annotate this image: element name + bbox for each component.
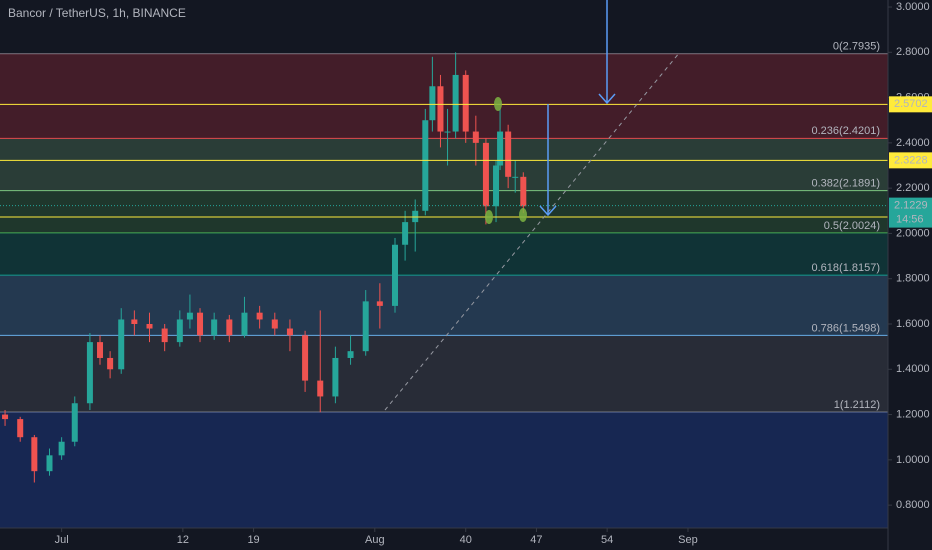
y-tick-label: 1.0000 [896,454,930,466]
candle-body [402,222,409,245]
candle-body [347,351,354,358]
fib-label: 0.786(1.5498) [812,322,881,334]
y-tick-label: 0.8000 [896,499,930,511]
x-tick-label: 54 [601,534,613,546]
candle-body [176,319,183,343]
candle-body [452,74,459,132]
candle-body [97,342,104,358]
candle-body [482,142,489,207]
fib-band [0,138,888,191]
x-tick-label: Jul [55,534,69,546]
candle-body [317,380,324,397]
candle-body [17,419,24,438]
candle-body [505,131,512,177]
y-tick-label: 1.6000 [896,318,930,330]
candle-body [71,403,78,442]
fib-band [0,53,888,139]
fib-label: 0(2.7935) [833,41,880,53]
drawings [384,0,681,411]
candle-body [186,312,193,320]
fib-label: 1(1.2112) [834,399,880,411]
y-tick-label: 2.8000 [896,46,930,58]
fib-label: 0.618(1.8157) [812,262,881,274]
marker [519,208,527,222]
candle-body [429,86,436,121]
candle-body [131,319,138,324]
price-label: 2.5702 [894,98,928,110]
time-axis [0,528,888,550]
fib-bands: 0(2.7935) 0.236(2.4201) 0.382(2.1891) 0.5(2… [0,41,888,528]
fib-band [0,275,888,336]
x-tick-label: 40 [460,534,472,546]
chart-title: Bancor / TetherUS, 1h, BINANCE [8,6,186,20]
x-tick-label: Aug [365,534,385,546]
candle-body [497,131,504,166]
fib-label: 0.236(2.4201) [812,125,881,137]
fib-band [0,412,888,528]
price-label: 2.3228 [894,154,928,166]
y-tick-label: 2.2000 [896,182,930,194]
marker [485,210,493,224]
fib-label: 0.5(2.0024) [824,220,880,232]
candle-body [146,324,153,329]
candle-body [197,312,204,336]
candle-body [332,357,339,397]
candle-body [362,301,369,352]
candle-body [271,319,278,329]
y-tick-label: 2.4000 [896,137,930,149]
x-tick-label: 19 [247,534,259,546]
marker [494,97,502,111]
candle-body [161,328,168,343]
y-tick-label: 1.2000 [896,408,930,420]
candle-body [437,86,444,132]
price-label-bg [889,197,932,228]
candle-body [241,312,248,336]
candle-body [302,335,309,381]
price-axis [888,0,932,550]
fib-band [0,190,888,233]
candle-body [107,357,114,370]
arrow-head [598,93,616,105]
y-tick-label: 1.4000 [896,363,930,375]
candle-body [412,210,419,223]
y-tick-label: 3.0000 [896,1,930,13]
candle-body [86,342,93,404]
x-tick-label: 47 [530,534,542,546]
y-tick-label: 1.8000 [896,273,930,285]
y-tick-label: 2.0000 [896,227,930,239]
candle-body [493,165,500,207]
countdown: 14:56 [896,214,924,226]
candle-body [462,74,469,132]
candle-body [444,131,451,133]
candle-body [58,441,65,456]
candle-body [46,455,53,472]
candle-body [286,328,293,336]
last-price-label: 2.1229 [894,200,928,212]
candle-body [226,319,233,336]
candle-body [31,437,38,472]
fib-band [0,232,888,276]
candle-body [520,176,527,207]
fib-band [0,335,888,413]
candle-body [512,176,519,178]
trend-line [384,51,681,411]
price-label-bg [889,96,932,113]
candle-body [472,131,479,143]
plot [0,52,888,483]
candle-body [422,120,429,211]
x-tick-label: Sep [678,534,698,546]
candle-body [2,414,9,420]
fib-label: 0.382(2.1891) [812,178,881,190]
candle-body [118,319,125,370]
x-tick-label: 12 [177,534,189,546]
candle-body [376,301,383,306]
candle-body [392,244,399,306]
price-label-bg [889,152,932,169]
candle-body [211,319,218,336]
candle-body [256,312,263,320]
arrow-head [539,205,557,217]
